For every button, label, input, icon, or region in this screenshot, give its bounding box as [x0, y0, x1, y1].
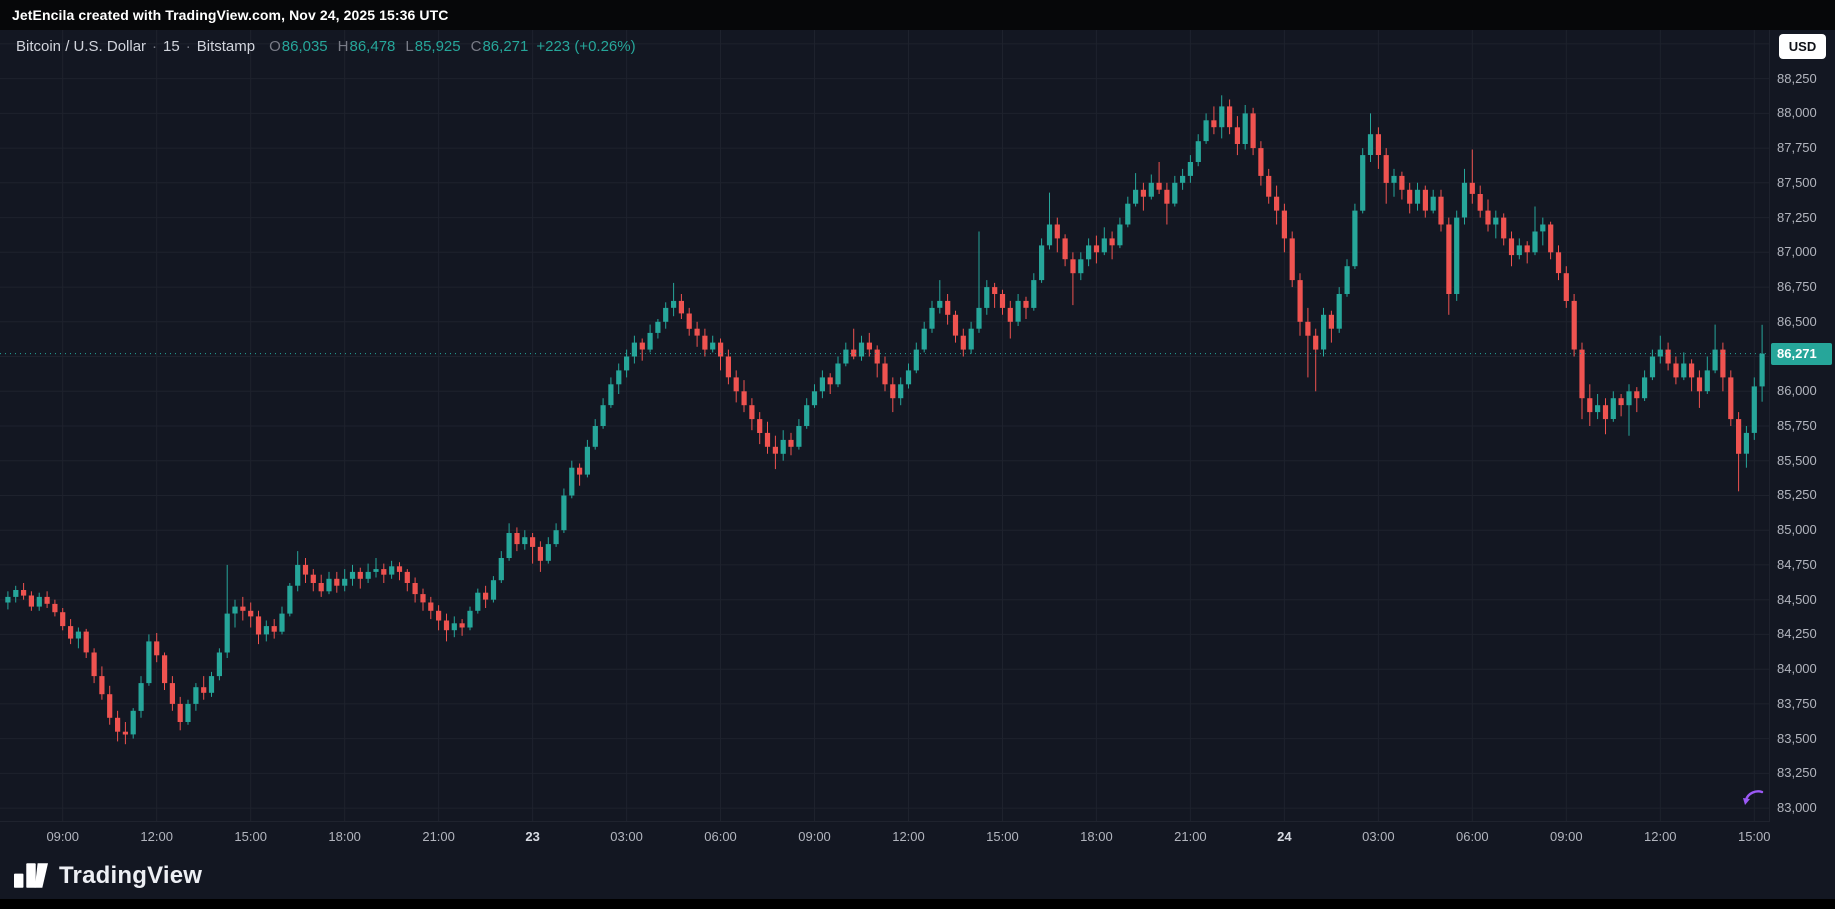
price-axis-label: 84,500: [1777, 591, 1817, 607]
close-label: C: [470, 38, 482, 55]
open-label: O: [269, 38, 281, 55]
interval-label[interactable]: 15: [163, 38, 180, 55]
separator-dot: ·: [152, 38, 158, 55]
top-attribution-bar: JetEncila created with TradingView.com, …: [0, 0, 1835, 30]
price-axis[interactable]: 88,250 88,000 87,750 87,500 87,250 87,000 86,7…: [1769, 30, 1835, 822]
time-axis-label: 18:00: [1080, 829, 1113, 844]
time-axis-label: 15:00: [234, 829, 267, 844]
price-axis-label: 86,500: [1777, 313, 1817, 329]
time-axis-label: 12:00: [1643, 829, 1677, 844]
high-label: H: [337, 38, 349, 55]
footer-bar: TradingView: [0, 852, 1835, 899]
close-value: 86,271: [482, 38, 529, 55]
time-axis-date-label: 23: [525, 829, 540, 844]
separator-dot: ·: [185, 38, 191, 55]
time-axis-label: 09:00: [798, 829, 831, 844]
price-axis-label: 83,000: [1777, 800, 1817, 816]
time-axis-label: 06:00: [1456, 829, 1489, 844]
high-value: 86,478: [349, 38, 396, 55]
time-axis-label: 21:00: [1174, 829, 1207, 844]
time-axis-label: 03:00: [610, 829, 643, 844]
price-axis-label: 84,750: [1777, 556, 1817, 572]
exchange-label[interactable]: Bitstamp: [196, 38, 256, 55]
current-price-label: 86,271: [1771, 342, 1832, 365]
candlestick-chart[interactable]: [0, 30, 1770, 822]
price-axis-label: 87,750: [1777, 140, 1817, 156]
time-axis-label: 21:00: [422, 829, 455, 844]
open-value: 86,035: [281, 38, 328, 55]
price-axis-label: 85,250: [1777, 487, 1817, 503]
tradingview-wordmark[interactable]: TradingView: [59, 861, 203, 889]
time-axis-label: 12:00: [892, 829, 925, 844]
price-axis-label: 85,500: [1777, 452, 1817, 468]
change-value: +223 (+0.26%): [536, 38, 636, 55]
price-axis-label: 84,000: [1777, 661, 1817, 677]
time-axis-label: 15:00: [1737, 829, 1771, 844]
time-axis-label: 15:00: [986, 829, 1019, 844]
attribution-text: JetEncila created with TradingView.com, …: [12, 7, 449, 23]
purple-cursor-icon: [1743, 790, 1764, 805]
price-axis-label: 85,750: [1777, 418, 1817, 433]
time-axis-label: 18:00: [328, 829, 361, 844]
time-axis-label: 12:00: [140, 829, 173, 844]
low-value: 85,925: [414, 38, 461, 55]
time-axis-date-label: 24: [1277, 829, 1292, 844]
time-axis-label: 09:00: [1550, 829, 1583, 844]
price-axis-label: 84,250: [1777, 626, 1817, 642]
price-axis-label: 83,500: [1777, 730, 1817, 746]
price-axis-label: 88,000: [1777, 105, 1817, 121]
price-axis-label: 87,500: [1777, 174, 1817, 190]
price-axis-label: 85,000: [1777, 522, 1817, 538]
time-axis-label: 09:00: [46, 829, 79, 844]
price-axis-label: 83,250: [1777, 765, 1817, 781]
tradingview-logo[interactable]: [14, 863, 48, 888]
price-axis-label: 88,250: [1777, 70, 1817, 86]
bottom-strip: [0, 899, 1835, 909]
chart-panel[interactable]: Bitcoin / U.S. Dollar · 15 · Bitstamp O …: [0, 30, 1835, 852]
price-axis-label: 87,250: [1777, 209, 1817, 225]
time-axis-label: 03:00: [1362, 829, 1395, 844]
symbol-header[interactable]: Bitcoin / U.S. Dollar · 15 · Bitstamp O …: [16, 38, 636, 55]
price-axis-label: 86,750: [1777, 279, 1817, 295]
low-label: L: [405, 38, 414, 55]
price-axis-label: 87,000: [1777, 244, 1817, 260]
time-axis[interactable]: 09:00 12:00 15:00 18:00 21:00 23 03:00 06:00 09:…: [0, 821, 1771, 852]
currency-toggle-button[interactable]: USD: [1779, 34, 1826, 59]
symbol-title[interactable]: Bitcoin / U.S. Dollar: [16, 38, 147, 55]
time-axis-label: 06:00: [704, 829, 737, 844]
price-axis-label: 86,000: [1777, 383, 1817, 399]
price-axis-label: 83,750: [1777, 695, 1817, 711]
